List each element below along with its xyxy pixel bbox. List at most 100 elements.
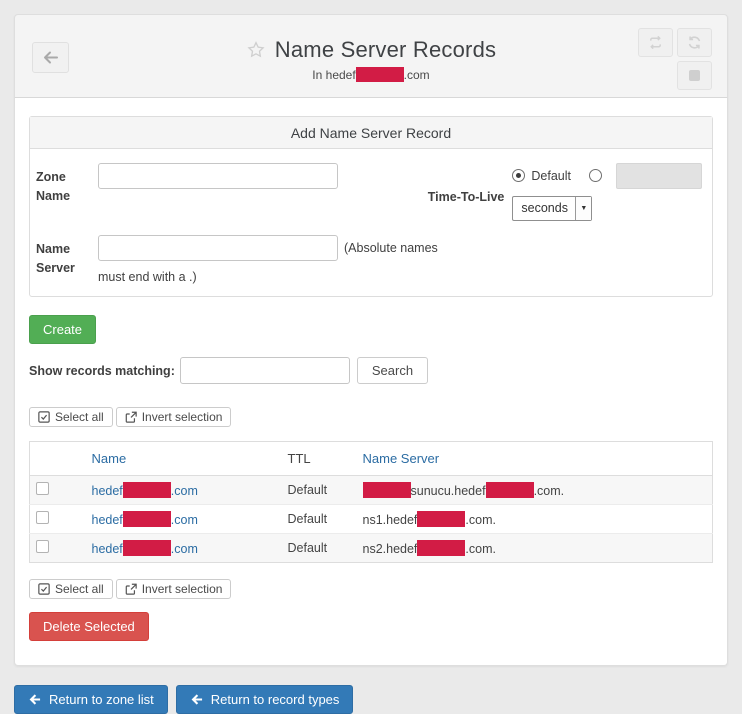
page-header: Name Server Records In hedef .com <box>14 14 728 98</box>
share-square-icon <box>125 583 137 595</box>
record-ns-text: ns2.hedef <box>362 542 418 556</box>
search-row: Show records matching: Search <box>29 357 713 384</box>
zone-name-input[interactable] <box>98 163 338 189</box>
record-name-prefix: hedef <box>91 542 123 556</box>
back-button[interactable] <box>32 42 69 73</box>
ttl-custom-input[interactable] <box>616 163 702 189</box>
selection-controls-bottom: Select all Invert selection <box>29 579 713 599</box>
arrow-left-icon <box>29 694 41 705</box>
invert-selection-button[interactable]: Invert selection <box>115 579 232 599</box>
redaction-block <box>417 511 466 527</box>
repeat-icon <box>650 35 661 50</box>
check-square-icon <box>38 411 50 423</box>
record-ns-text: ns1.hedef <box>362 513 418 527</box>
record-name-link[interactable]: hedef .com <box>91 511 198 527</box>
absolute-name-hint-2: must end with a .) <box>98 270 197 284</box>
select-all-label: Select all <box>55 582 104 596</box>
name-column-header[interactable]: Name <box>85 441 282 476</box>
record-name-link[interactable]: hedef .com <box>91 482 198 498</box>
ttl-unit-selected: seconds <box>521 201 568 215</box>
subtitle-prefix: In hedef <box>312 68 356 82</box>
ttl-group: Time-To-Live Default seconds ▼ <box>428 163 702 221</box>
selection-controls-top: Select all Invert selection <box>29 407 713 427</box>
repeat-button[interactable] <box>638 28 673 57</box>
redaction-block <box>122 540 171 556</box>
check-square-icon <box>38 583 50 595</box>
stop-button[interactable] <box>677 61 712 90</box>
header-title-block: Name Server Records In hedef .com <box>15 37 727 82</box>
ttl-custom-radio[interactable] <box>589 169 602 182</box>
record-ns-text: .com. <box>465 513 496 527</box>
return-to-record-types-button[interactable]: Return to record types <box>175 685 354 714</box>
refresh-icon <box>688 36 701 49</box>
page: Name Server Records In hedef .com <box>0 14 742 714</box>
record-ttl: Default <box>281 504 357 534</box>
name-server-label: Name Server <box>36 242 75 275</box>
invert-selection-label: Invert selection <box>141 582 223 596</box>
invert-selection-button[interactable]: Invert selection <box>115 407 232 427</box>
select-all-button[interactable]: Select all <box>29 407 113 427</box>
return-to-record-types-label: Return to record types <box>210 692 340 707</box>
return-to-zone-list-button[interactable]: Return to zone list <box>14 685 168 714</box>
select-all-button[interactable]: Select all <box>29 579 113 599</box>
refresh-button[interactable] <box>677 28 712 57</box>
record-name-suffix: .com <box>170 542 198 556</box>
ttl-unit-select[interactable]: seconds ▼ <box>512 196 593 221</box>
ttl-default-radio[interactable] <box>512 169 526 182</box>
ttl-label: Time-To-Live <box>427 190 505 204</box>
record-name-prefix: hedef <box>91 513 123 527</box>
row-checkbox[interactable] <box>36 482 49 495</box>
add-record-form: Add Name Server Record Zone Name Time-To… <box>29 116 713 297</box>
record-name-link[interactable]: hedef .com <box>91 540 198 556</box>
records-table: Name TTL Name Server hedef .com Default s… <box>29 441 713 563</box>
name-server-field-cell: (Absolute names must end with a .) <box>98 235 438 284</box>
record-ttl: Default <box>281 533 357 563</box>
back-arrow-icon <box>44 51 58 64</box>
page-title: Name Server Records <box>274 37 497 62</box>
table-row: hedef .com Default sunucu.hedef .com. <box>29 475 713 505</box>
row-checkbox[interactable] <box>36 511 49 524</box>
table-row: hedef .com Default ns1.hedef .com. <box>29 504 713 534</box>
row-checkbox[interactable] <box>36 540 49 553</box>
main-content: Add Name Server Record Zone Name Time-To… <box>14 98 728 666</box>
record-name-suffix: .com <box>170 484 198 498</box>
share-square-icon <box>125 411 137 423</box>
name-server-column-header[interactable]: Name Server <box>356 441 713 476</box>
return-to-zone-list-label: Return to zone list <box>49 692 154 707</box>
redaction-block <box>355 67 404 82</box>
create-button[interactable]: Create <box>29 315 97 344</box>
chevron-down-icon: ▼ <box>575 197 592 220</box>
redaction-block <box>122 482 171 498</box>
form-title: Add Name Server Record <box>30 117 712 149</box>
arrow-left-icon <box>191 694 202 705</box>
zone-name-row: Zone Name Time-To-Live Default <box>36 163 702 221</box>
footer-actions: Return to zone list Return to record typ… <box>14 685 742 714</box>
invert-selection-label: Invert selection <box>141 410 223 424</box>
record-ns-text: sunucu.hedef <box>410 484 486 498</box>
table-row: hedef .com Default ns2.hedef .com. <box>29 533 713 563</box>
name-server-input[interactable] <box>98 235 338 261</box>
redaction-block <box>417 540 466 556</box>
search-input[interactable] <box>179 357 350 384</box>
checkbox-column-header <box>29 441 86 476</box>
record-name-server: ns1.hedef .com. <box>356 504 713 534</box>
zone-name-label: Zone Name <box>36 170 71 203</box>
redaction-block <box>122 511 171 527</box>
record-ttl: Default <box>281 475 357 505</box>
select-all-label: Select all <box>55 410 104 424</box>
header-actions <box>638 28 712 90</box>
record-name-prefix: hedef <box>91 484 123 498</box>
record-ns-text: .com. <box>533 484 565 498</box>
redaction-block <box>362 482 411 498</box>
redaction-block <box>485 482 534 498</box>
record-ns-text: .com. <box>465 542 496 556</box>
name-server-row: Name Server (Absolute names must end wit… <box>36 235 702 284</box>
subtitle-suffix: .com <box>403 68 430 82</box>
search-button[interactable]: Search <box>356 357 429 384</box>
absolute-name-hint-1: (Absolute names <box>344 241 438 255</box>
delete-selected-button[interactable]: Delete Selected <box>29 612 149 641</box>
favorite-star-icon[interactable] <box>246 40 266 60</box>
module-card: Name Server Records In hedef .com <box>14 14 728 666</box>
table-header-row: Name TTL Name Server <box>29 441 713 476</box>
stop-icon <box>689 70 700 81</box>
